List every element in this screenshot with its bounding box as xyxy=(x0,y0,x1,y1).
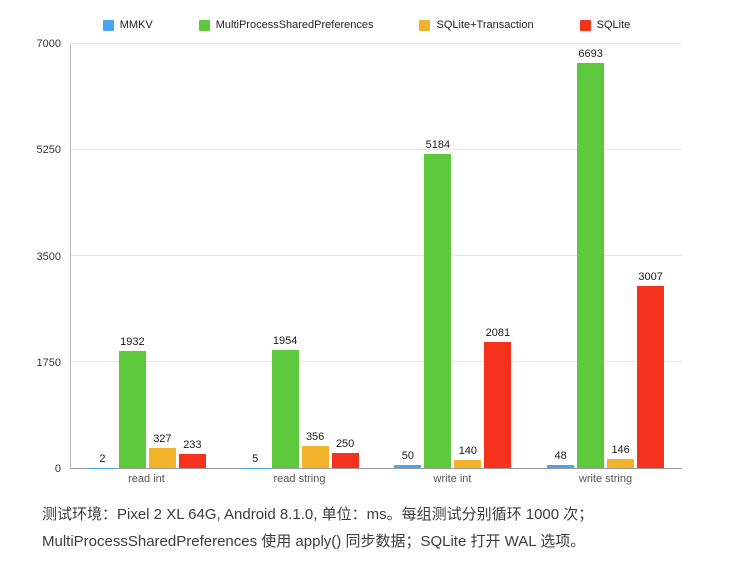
bar-group: 2 1932 327 233 xyxy=(88,44,206,468)
bar-group: 5 1954 356 250 xyxy=(241,44,359,468)
y-tick-label: 5250 xyxy=(36,144,61,157)
bar xyxy=(577,62,605,468)
bar-column: 250 xyxy=(331,44,359,468)
bar-value-label: 1954 xyxy=(272,334,298,347)
bar-column: 5184 xyxy=(424,44,452,468)
x-category-label: write int xyxy=(433,473,472,485)
bar xyxy=(547,465,575,468)
y-tick-label: 1750 xyxy=(36,356,61,369)
y-tick-label: 3500 xyxy=(36,250,61,263)
legend-swatch xyxy=(102,19,114,31)
x-category-label: read string xyxy=(273,473,326,485)
bar-column: 6693 xyxy=(577,44,605,468)
bar-value-label: 50 xyxy=(401,449,414,462)
legend-label: SQLite xyxy=(596,19,631,31)
bar xyxy=(484,341,512,468)
bar-value-label: 250 xyxy=(335,437,355,450)
bar-column: 2081 xyxy=(484,44,512,468)
bar-column: 48 xyxy=(547,44,575,468)
bar xyxy=(301,446,329,468)
bar-value-label: 146 xyxy=(611,444,630,457)
bar xyxy=(118,350,146,468)
bar-value-label: 5 xyxy=(252,452,259,465)
bar-group: 50 5184 140 2081 xyxy=(394,44,512,468)
x-axis-labels: read int read string write int write string xyxy=(70,469,682,485)
gridlines xyxy=(71,43,682,468)
bar xyxy=(331,452,359,468)
bar-chart: 0 1750 3500 5250 7000 2 1932 327 233 5 1954 356 250… xyxy=(0,38,733,475)
bar xyxy=(637,285,665,468)
legend-swatch xyxy=(419,19,431,31)
bar xyxy=(394,464,422,468)
bar-value-label: 1932 xyxy=(120,335,145,348)
bar-groups: 2 1932 327 233 5 1954 356 250 50 5184 140 2081 48 669… xyxy=(71,44,682,468)
bar-column: 356 xyxy=(301,44,329,468)
bar-value-label: 6693 xyxy=(578,47,603,60)
y-tick-label: 7000 xyxy=(36,38,61,50)
x-category-label: read int xyxy=(128,473,165,485)
chart-legend: MMKV MultiProcessSharedPreferences SQLite+… xyxy=(0,0,733,44)
bar-column: 2 xyxy=(88,44,116,468)
legend-item: SQLite+Transaction xyxy=(419,19,534,31)
bar-value-label: 2081 xyxy=(485,326,511,339)
bar xyxy=(271,349,299,468)
bar-value-label: 140 xyxy=(458,444,478,457)
caption: 测试环境：Pixel 2 XL 64G, Android 8.1.0, 单位：m… xyxy=(42,501,733,555)
bar-value-label: 5184 xyxy=(425,139,451,151)
bar-column: 5 xyxy=(241,44,269,468)
bar-column: 1954 xyxy=(271,44,299,468)
bar-column: 1932 xyxy=(118,44,146,468)
bar-value-label: 2 xyxy=(99,452,106,465)
gridline xyxy=(71,361,682,362)
y-axis: 0 1750 3500 5250 7000 xyxy=(0,38,70,475)
bar-value-label: 3007 xyxy=(638,270,663,283)
bar-value-label: 233 xyxy=(183,438,202,451)
legend-item: MMKV xyxy=(102,19,153,31)
gridline xyxy=(71,149,682,150)
bar-column: 140 xyxy=(454,44,482,468)
bar xyxy=(454,459,482,468)
legend-item: SQLite xyxy=(579,19,631,31)
bar-group: 48 6693 146 3007 xyxy=(547,44,665,468)
y-tick-label: 0 xyxy=(54,463,61,475)
legend-swatch xyxy=(198,19,210,31)
bar xyxy=(148,448,176,468)
gridline xyxy=(71,255,682,256)
bar-column: 233 xyxy=(178,44,206,468)
plot-area: 2 1932 327 233 5 1954 356 250 50 5184 140 2081 48 669… xyxy=(70,43,682,469)
bar-column: 146 xyxy=(607,44,635,468)
caption-line-2: MultiProcessSharedPreferences 使用 apply()… xyxy=(42,533,586,550)
caption-line-1: 测试环境：Pixel 2 XL 64G, Android 8.1.0, 单位：m… xyxy=(42,506,594,523)
legend-swatch xyxy=(579,19,591,31)
bar xyxy=(607,459,635,468)
gridline xyxy=(71,43,682,44)
x-category-label: write string xyxy=(578,473,633,485)
bar xyxy=(178,453,206,468)
legend-label: SQLite+Transaction xyxy=(436,19,534,31)
legend-item: MultiProcessSharedPreferences xyxy=(198,19,374,31)
bar-column: 327 xyxy=(148,44,176,468)
bar-value-label: 48 xyxy=(554,450,567,463)
bar xyxy=(424,154,452,468)
legend-label: MMKV xyxy=(119,19,153,31)
bar-value-label: 356 xyxy=(305,431,325,444)
bar-value-label: 327 xyxy=(153,433,172,446)
bar-column: 50 xyxy=(394,44,422,468)
legend-label: MultiProcessSharedPreferences xyxy=(215,19,374,31)
bar-column: 3007 xyxy=(637,44,665,468)
